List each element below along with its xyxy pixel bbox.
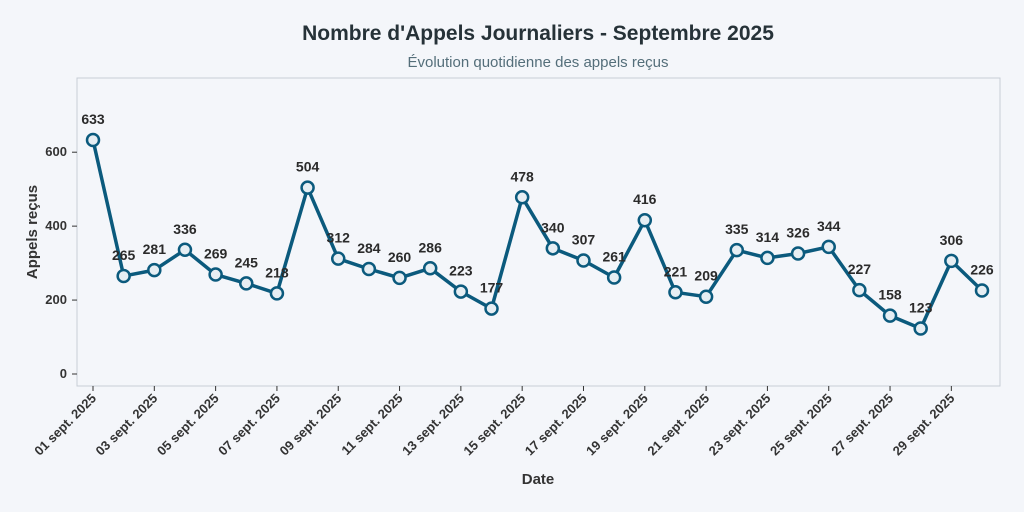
- x-tick-label: 19 sept. 2025: [583, 391, 651, 459]
- data-point: [698, 289, 714, 304]
- data-point: [821, 239, 836, 255]
- data-point: [790, 246, 806, 261]
- chart-subtitle: Évolution quotidienne des appels reçus: [407, 54, 668, 71]
- data-point: [729, 242, 745, 258]
- data-point: [361, 261, 377, 277]
- data-label: 209: [694, 268, 718, 284]
- data-label: 314: [756, 229, 780, 245]
- x-axis-label: Date: [522, 471, 555, 488]
- y-tick-label: 600: [45, 144, 67, 159]
- data-point: [85, 132, 101, 148]
- data-label: 218: [265, 264, 289, 280]
- data-point: [576, 253, 591, 268]
- data-label: 336: [173, 221, 197, 237]
- x-tick-label: 13 sept. 2025: [399, 391, 467, 459]
- data-labels: 633 265 281 336 269 245 218 504 312 284 260 286 223 1…: [81, 111, 994, 316]
- y-tick-label: 200: [45, 292, 67, 307]
- data-point: [974, 283, 990, 298]
- data-label: 344: [817, 218, 841, 234]
- data-label: 265: [112, 247, 136, 263]
- data-label: 306: [940, 232, 964, 248]
- data-point: [545, 241, 561, 256]
- data-label: 223: [449, 263, 473, 279]
- x-tick-label: 25 sept. 2025: [767, 391, 835, 459]
- y-tick-label: 400: [45, 218, 67, 233]
- data-label: 633: [81, 111, 105, 127]
- data-label: 307: [572, 232, 596, 248]
- data-label: 261: [602, 249, 626, 265]
- data-label: 227: [848, 261, 872, 277]
- data-point: [300, 180, 315, 195]
- data-label: 226: [970, 261, 994, 277]
- data-label: 478: [510, 168, 534, 184]
- data-point: [392, 270, 407, 286]
- data-point: [944, 253, 959, 269]
- chart-title: Nombre d'Appels Journaliers - Septembre …: [302, 22, 774, 45]
- data-point: [484, 301, 499, 316]
- data-point: [668, 285, 683, 300]
- data-label: 340: [541, 219, 565, 235]
- x-tick-label: 15 sept. 2025: [460, 391, 528, 459]
- data-point: [606, 270, 622, 285]
- data-point: [116, 268, 131, 284]
- x-tick-label: 05 sept. 2025: [154, 391, 222, 459]
- data-point: [208, 267, 223, 282]
- data-point: [913, 321, 928, 336]
- x-tick-label: 27 sept. 2025: [828, 391, 896, 459]
- x-tick-label: 11 sept. 2025: [338, 391, 405, 458]
- data-label: 221: [664, 263, 688, 279]
- data-point: [147, 262, 162, 278]
- data-point: [453, 284, 469, 299]
- y-tick-label: 0: [60, 366, 67, 381]
- series-line: [91, 138, 984, 331]
- data-label: 416: [633, 191, 657, 207]
- y-axis-label: Appels reçus: [24, 185, 41, 279]
- data-point: [177, 242, 193, 258]
- data-point: [330, 251, 346, 266]
- data-point: [852, 282, 867, 298]
- data-label: 269: [204, 246, 228, 262]
- x-tick-label: 21 sept. 2025: [644, 391, 712, 459]
- y-axis: 0 200 400 600: [45, 144, 77, 381]
- data-point: [637, 212, 653, 228]
- x-tick-label: 23 sept. 2025: [706, 391, 774, 459]
- data-label: 177: [480, 280, 504, 296]
- data-label: 245: [235, 254, 259, 270]
- data-label: 158: [878, 287, 902, 303]
- data-point: [422, 261, 438, 276]
- data-point: [760, 250, 775, 266]
- x-tick-label: 17 sept. 2025: [522, 391, 590, 459]
- x-tick-label: 29 sept. 2025: [890, 391, 958, 459]
- x-tick-label: 03 sept. 2025: [93, 391, 161, 459]
- data-label: 504: [296, 159, 320, 175]
- data-label: 260: [388, 249, 412, 265]
- data-label: 286: [419, 239, 443, 255]
- data-point: [514, 190, 530, 205]
- x-tick-label: 09 sept. 2025: [277, 391, 345, 459]
- data-label: 335: [725, 221, 749, 237]
- plot-area: [76, 77, 1001, 387]
- data-point: [882, 308, 898, 323]
- series-line-group: [85, 132, 990, 336]
- data-label: 312: [327, 230, 351, 246]
- data-label: 123: [909, 300, 933, 316]
- data-label: 284: [357, 240, 381, 256]
- data-label: 326: [786, 224, 810, 240]
- x-tick-label: 07 sept. 2025: [215, 391, 283, 459]
- data-label: 281: [143, 241, 167, 257]
- data-point: [269, 286, 285, 301]
- data-point: [239, 276, 254, 291]
- x-tick-label: 01 sept. 2025: [31, 391, 99, 459]
